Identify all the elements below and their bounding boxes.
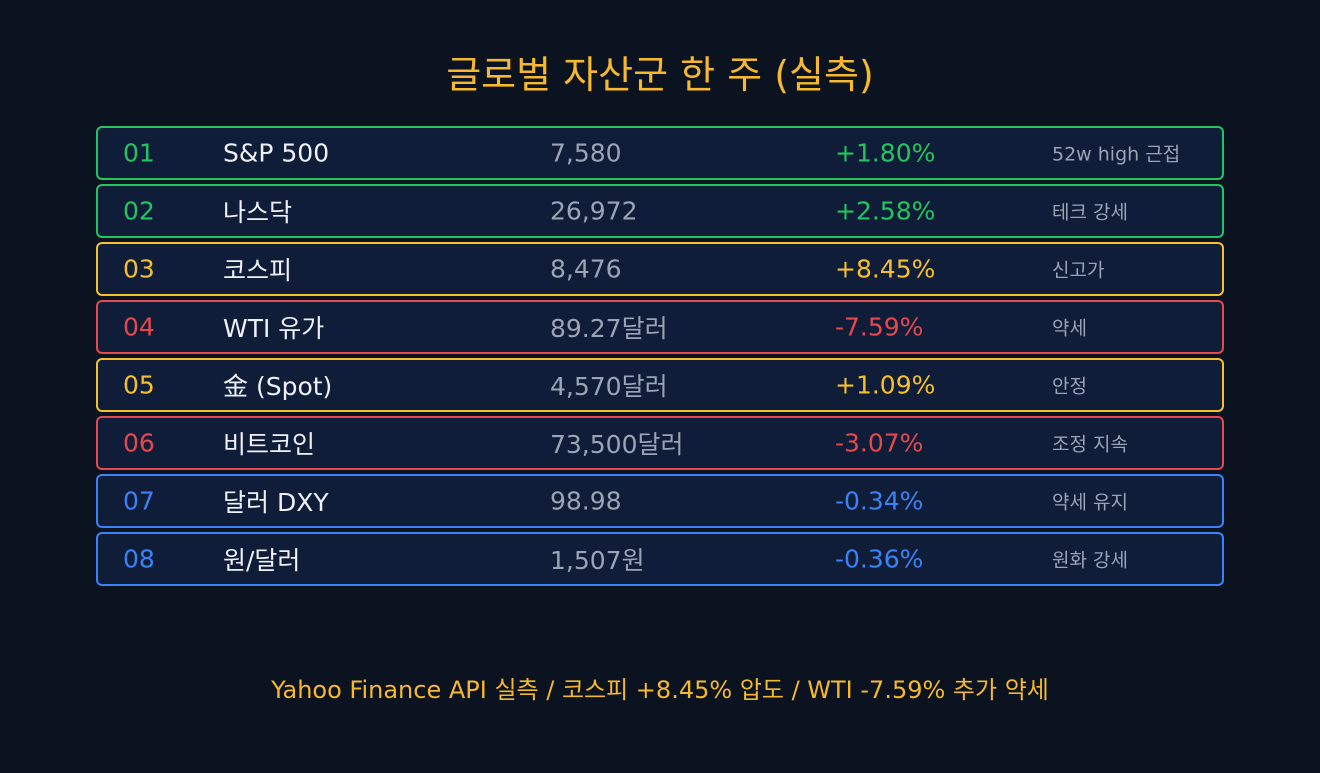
- price: 98.98: [550, 486, 622, 516]
- price: 1,507원: [550, 546, 645, 575]
- change: -3.07%: [835, 428, 924, 458]
- asset-row: 02 나스닥 26,972 +2.58% 테크 강세: [96, 184, 1224, 238]
- footer: Yahoo Finance API 실측 / 코스피 +8.45% 압도 / W…: [271, 676, 1049, 704]
- asset-row: 08 원/달러 1,507원 -0.36% 원화 강세: [96, 532, 1224, 586]
- asset-row: 06 비트코인 73,500달러 -3.07% 조정 지속: [96, 416, 1224, 470]
- note: 약세 유지: [1052, 491, 1128, 514]
- asset-row: 04 WTI 유가 89.27달러 -7.59% 약세: [96, 300, 1224, 354]
- rank: 07: [123, 486, 155, 516]
- change: -0.34%: [835, 486, 924, 516]
- note: 52w high 근접: [1052, 143, 1181, 166]
- asset-row: 03 코스피 8,476 +8.45% 신고가: [96, 242, 1224, 296]
- change: -7.59%: [835, 312, 924, 342]
- note: 신고가: [1052, 259, 1105, 282]
- name: 코스피: [223, 256, 293, 285]
- note: 테크 강세: [1052, 201, 1128, 224]
- change: +1.09%: [835, 370, 936, 400]
- name: 나스닥: [223, 198, 293, 227]
- note: 안정: [1052, 375, 1087, 398]
- change: +1.80%: [835, 138, 936, 168]
- price: 4,570달러: [550, 372, 668, 401]
- rank: 03: [123, 254, 155, 284]
- note: 약세: [1052, 317, 1087, 340]
- price: 89.27달러: [550, 314, 668, 343]
- rank: 05: [123, 370, 155, 400]
- change: +8.45%: [835, 254, 936, 284]
- note: 원화 강세: [1052, 549, 1128, 572]
- name: S&P 500: [223, 138, 330, 168]
- rank: 02: [123, 196, 155, 226]
- asset-row: 05 金 (Spot) 4,570달러 +1.09% 안정: [96, 358, 1224, 412]
- note: 조정 지속: [1052, 433, 1128, 456]
- rank: 04: [123, 312, 155, 342]
- rank: 01: [123, 138, 155, 168]
- asset-row: 01 S&P 500 7,580 +1.80% 52w high 근접: [96, 126, 1224, 180]
- price: 26,972: [550, 196, 638, 226]
- asset-row: 07 달러 DXY 98.98 -0.34% 약세 유지: [96, 474, 1224, 528]
- change: -0.36%: [835, 544, 924, 574]
- price: 7,580: [550, 138, 622, 168]
- title: 글로벌 자산군 한 주 (실측): [446, 53, 874, 97]
- name: 원/달러: [223, 546, 301, 575]
- rank: 08: [123, 544, 155, 574]
- change: +2.58%: [835, 196, 936, 226]
- name: 金 (Spot): [223, 372, 333, 401]
- name: 비트코인: [223, 430, 316, 459]
- price: 8,476: [550, 254, 622, 284]
- name: 달러 DXY: [223, 488, 329, 517]
- name: WTI 유가: [223, 314, 325, 343]
- price: 73,500달러: [550, 430, 684, 459]
- asset-table: 01 S&P 500 7,580 +1.80% 52w high 근접 02 나스닥 26,9…: [96, 126, 1224, 590]
- rank: 06: [123, 428, 155, 458]
